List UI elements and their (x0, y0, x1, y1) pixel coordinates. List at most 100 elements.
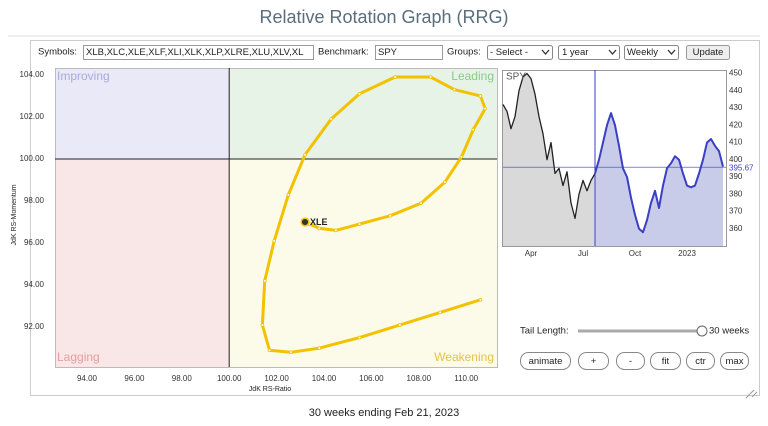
tail-point (303, 152, 307, 157)
x-tick-label: 2023 (678, 249, 696, 258)
tail-point (459, 155, 464, 159)
period-value: 1 year (562, 47, 588, 58)
button-label: fit (662, 356, 670, 367)
button-label: - (629, 356, 632, 367)
update-label: Update (693, 47, 724, 58)
resize-handle (745, 389, 758, 399)
x-tick-label: Oct (629, 249, 642, 258)
y-tick-label: 370 (729, 207, 743, 216)
x-tick-label: 98.00 (172, 374, 193, 383)
quadrant-label: Improving (57, 69, 110, 83)
y-tick-label: 430 (729, 103, 743, 112)
x-tick-label: 96.00 (124, 374, 145, 383)
tail-length-label: Tail Length: (520, 326, 569, 337)
x-tick-label: 110.00 (454, 374, 478, 383)
control-button[interactable]: fit (650, 352, 681, 370)
y-tick-label: 102.00 (20, 112, 45, 121)
y-tick-label: 410 (729, 138, 743, 147)
button-label: ctr (695, 356, 706, 367)
button-box (686, 352, 715, 370)
quadrant (229, 158, 497, 367)
tail-point (388, 213, 393, 218)
select-box (624, 45, 679, 60)
tail-point (357, 222, 362, 226)
tail-point (478, 297, 483, 302)
x-tick-label: 106.00 (359, 374, 384, 383)
dropdown-arrow (667, 49, 676, 55)
tail-point (428, 75, 433, 79)
x-tick-label: 102.00 (264, 374, 289, 383)
y-tick-label: 98.00 (24, 196, 45, 205)
tail-point (286, 192, 291, 197)
period-select[interactable]: 1 year (558, 45, 620, 60)
slider-knob[interactable] (696, 325, 708, 337)
tail-point (393, 75, 397, 79)
tail-point (334, 228, 338, 233)
tail-point (329, 117, 333, 121)
tail-point (478, 94, 483, 98)
tail-point (317, 226, 322, 231)
control-button[interactable]: max (720, 352, 749, 370)
y-tick-label: 360 (729, 224, 743, 233)
tail-head (300, 217, 310, 227)
x-tick-label: 94.00 (77, 374, 98, 383)
control-button[interactable]: ctr (686, 352, 715, 370)
tail-point (398, 323, 402, 327)
y-tick-label: 100.00 (20, 154, 45, 163)
button-label: max (726, 356, 744, 367)
button-box (686, 45, 730, 60)
button-box (720, 352, 749, 370)
control-button[interactable]: + (578, 352, 609, 370)
tail-length-value: 30 weeks (709, 326, 749, 337)
button-label: + (591, 356, 597, 367)
tail-point (357, 335, 362, 340)
tail-point (262, 279, 267, 283)
tail-point (272, 239, 277, 243)
symbols-label: Symbols: (38, 47, 77, 58)
x-tick-label: 104.00 (312, 374, 337, 383)
frequency-value: Weekly (627, 47, 658, 58)
select-box (558, 45, 620, 60)
quadrant-label: Leading (451, 69, 494, 83)
tail-label: XLE (310, 217, 328, 227)
tail-point (419, 201, 423, 205)
x-tick-label: Jul (578, 249, 588, 258)
frequency-select[interactable]: Weekly (624, 45, 679, 60)
tail-point (260, 323, 265, 327)
update-button[interactable]: Update (686, 45, 730, 60)
control-button[interactable]: animate (520, 352, 571, 370)
benchmark-value: SPY (378, 47, 398, 58)
y-tick-label: 94.00 (24, 280, 45, 289)
button-box (616, 352, 645, 370)
price-line (594, 112, 724, 234)
y-tick-label: 420 (729, 120, 743, 129)
button-box (650, 352, 681, 370)
button-box (520, 352, 571, 370)
price-area (595, 113, 723, 246)
plot-border (55, 68, 498, 368)
price-line (502, 72, 596, 220)
button-label: animate (529, 356, 563, 367)
y-tick-label: 380 (729, 189, 743, 198)
symbols-value: XLB,XLC,XLE,XLF,XLI,XLK,XLP,XLRE,XLU,XLV… (86, 47, 303, 58)
y-tick-label: 400 (729, 155, 743, 164)
tail-point (317, 346, 322, 350)
tail-point (452, 87, 457, 92)
tail-point (357, 92, 362, 96)
groups-value: - Select - (490, 47, 528, 58)
quadrant (229, 68, 497, 159)
last-value-label: 395.67 (729, 163, 754, 172)
control-button[interactable]: - (616, 352, 645, 370)
tail-point (443, 180, 447, 184)
benchmark-input[interactable] (375, 45, 443, 60)
dropdown-arrow (541, 49, 550, 55)
symbols-input[interactable] (83, 45, 314, 60)
groups-select[interactable]: - Select - (487, 45, 553, 60)
panel (30, 40, 760, 396)
dropdown-arrow (608, 49, 617, 55)
x-tick-label: 100.00 (217, 374, 242, 383)
quadrant (55, 68, 230, 159)
tail-point (289, 350, 293, 355)
